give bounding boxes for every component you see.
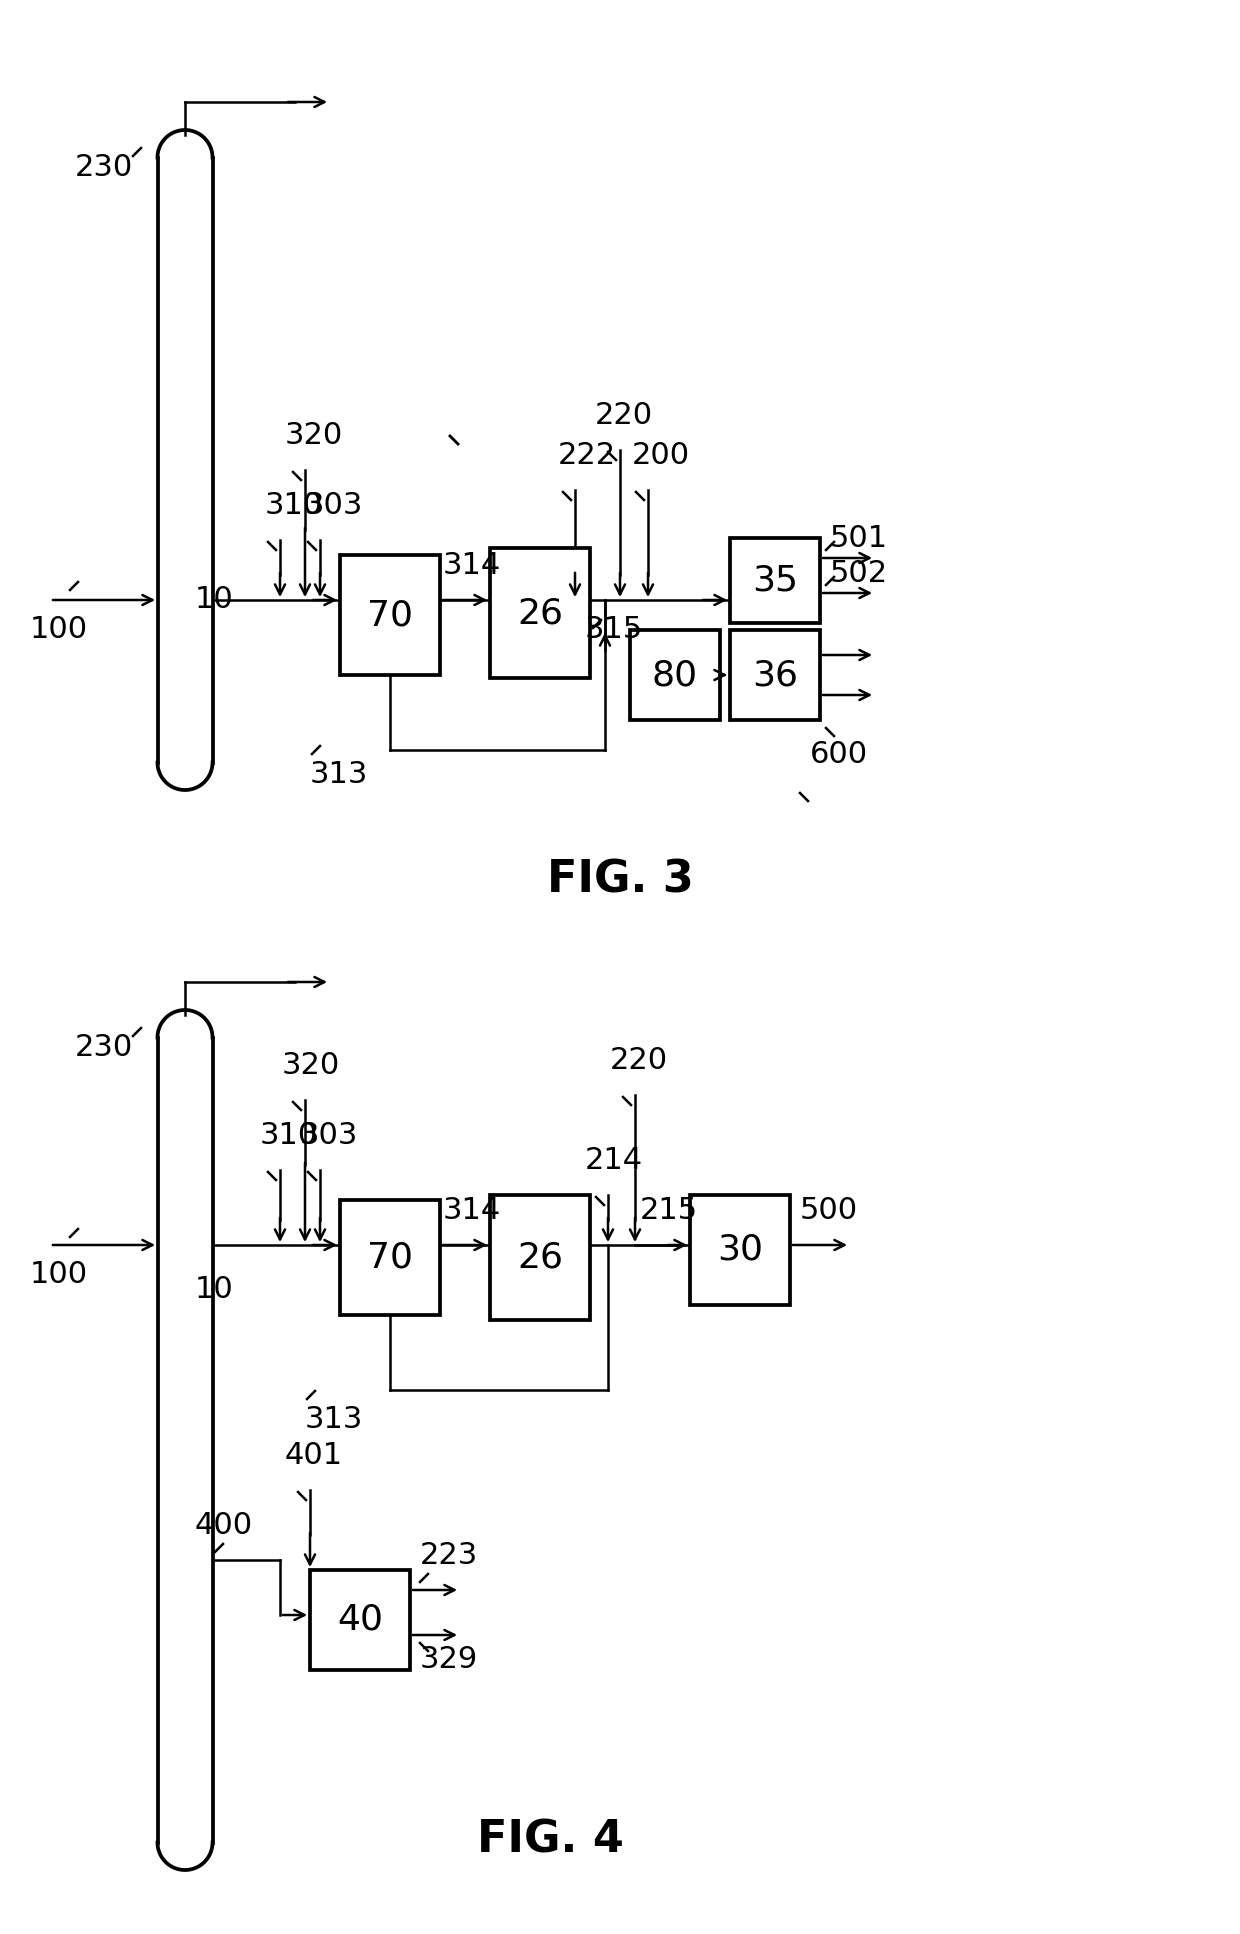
Text: 10: 10 (195, 1276, 234, 1305)
Text: 100: 100 (30, 615, 88, 644)
Text: 313: 313 (310, 760, 368, 789)
Text: 314: 314 (443, 551, 501, 580)
Bar (340, 555, 440, 675)
Text: 303: 303 (300, 1122, 358, 1151)
Text: 70: 70 (367, 598, 413, 632)
Text: 30: 30 (717, 1234, 763, 1267)
Text: 400: 400 (195, 1510, 253, 1539)
Bar (630, 630, 720, 719)
Text: 36: 36 (751, 658, 799, 692)
Text: 100: 100 (30, 1259, 88, 1288)
Bar (689, 1195, 790, 1305)
Text: 223: 223 (420, 1541, 479, 1570)
Text: 401: 401 (285, 1441, 343, 1470)
Text: FIG. 3: FIG. 3 (547, 859, 693, 901)
Text: 320: 320 (285, 422, 343, 451)
Text: 200: 200 (632, 441, 691, 470)
Text: 35: 35 (751, 563, 799, 598)
Bar (340, 1199, 440, 1315)
Text: 320: 320 (281, 1050, 340, 1079)
Text: 214: 214 (585, 1147, 644, 1176)
Text: 230: 230 (74, 1033, 133, 1062)
Text: 80: 80 (652, 658, 698, 692)
Text: 310: 310 (265, 491, 324, 520)
Bar (310, 1570, 410, 1669)
Text: 500: 500 (800, 1195, 858, 1224)
Text: 222: 222 (558, 441, 616, 470)
Text: 501: 501 (830, 524, 888, 553)
Text: 310: 310 (260, 1122, 319, 1151)
Text: 329: 329 (420, 1646, 479, 1675)
Bar (730, 630, 820, 719)
Bar (730, 538, 820, 623)
Bar (490, 1195, 590, 1321)
Bar (490, 547, 590, 679)
Text: 230: 230 (74, 153, 133, 182)
Text: FIG. 4: FIG. 4 (476, 1818, 624, 1862)
Text: 315: 315 (585, 615, 644, 644)
Text: 600: 600 (810, 741, 868, 770)
Text: 40: 40 (337, 1603, 383, 1636)
Text: 70: 70 (367, 1240, 413, 1275)
Text: 313: 313 (305, 1404, 363, 1433)
Text: 220: 220 (610, 1046, 668, 1075)
Text: 502: 502 (830, 559, 888, 588)
Text: 10: 10 (195, 586, 234, 615)
Text: 220: 220 (595, 400, 653, 429)
Text: 215: 215 (640, 1195, 698, 1224)
Text: 26: 26 (517, 1240, 563, 1275)
Text: 303: 303 (305, 491, 363, 520)
Text: 314: 314 (443, 1195, 501, 1224)
Text: 26: 26 (517, 596, 563, 630)
